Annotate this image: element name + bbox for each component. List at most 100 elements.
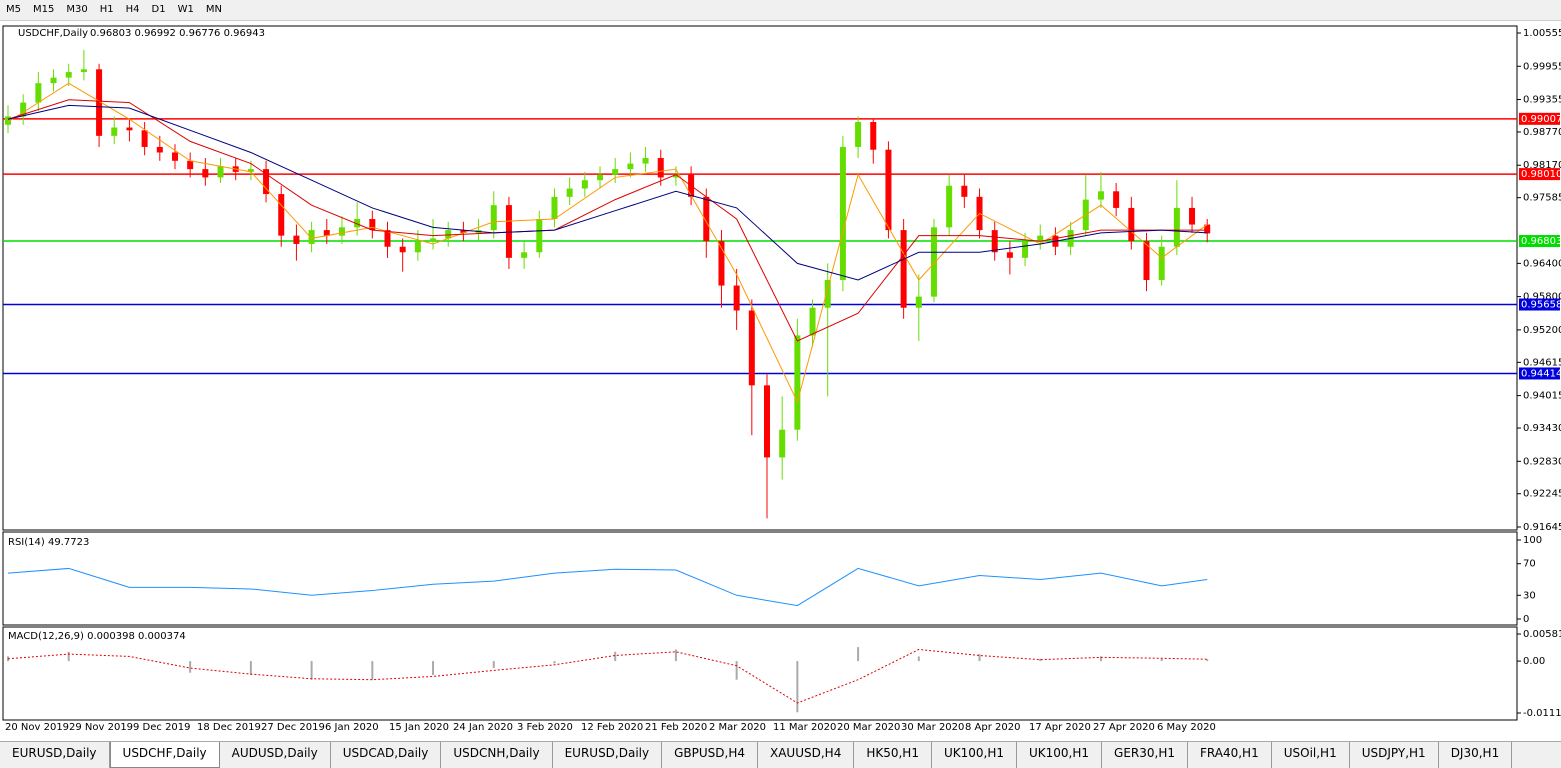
- candle-body: [779, 429, 786, 458]
- candle-body: [1189, 207, 1196, 225]
- x-tick-label: 27 Dec 2019: [261, 722, 325, 733]
- chart: USDCHF,Daily 0.96803 0.96992 0.96776 0.9…: [2, 25, 1561, 733]
- x-tick-label: 27 Apr 2020: [1093, 722, 1155, 733]
- chart-tab[interactable]: USDCHF,Daily: [109, 742, 220, 768]
- candle-body: [1037, 235, 1044, 242]
- candle-body: [20, 102, 27, 117]
- candle-body: [839, 146, 846, 280]
- timeframe-button[interactable]: D1: [151, 4, 166, 15]
- level-label: 0.94414: [1521, 368, 1561, 379]
- y-tick-label: 0.95800: [1523, 292, 1561, 303]
- candle-body: [855, 121, 862, 147]
- x-tick-label: 6 May 2020: [1157, 722, 1216, 733]
- candle-body: [1143, 241, 1150, 280]
- chart-tab[interactable]: GBPUSD,H4: [662, 742, 758, 768]
- y-tick-label: 0.92245: [1523, 489, 1561, 500]
- y-tick-label: 100: [1523, 535, 1542, 546]
- y-tick-label: -0.011154: [1523, 708, 1561, 719]
- y-tick-label: 0.98170: [1523, 160, 1561, 171]
- y-tick-label: 0.00: [1523, 656, 1545, 667]
- candle-body: [414, 241, 421, 253]
- quote: 0.96803 0.96992 0.96776 0.96943: [90, 28, 265, 39]
- candle-body: [354, 219, 361, 228]
- chart-tab[interactable]: USOil,H1: [1272, 742, 1350, 768]
- chart-tab[interactable]: HK50,H1: [854, 742, 932, 768]
- candle-body: [323, 230, 330, 236]
- chart-tab[interactable]: EURUSD,Daily: [0, 742, 110, 768]
- candle-body: [1006, 252, 1013, 258]
- timeframe-toolbar: M5 M15 M30 H1 H4 D1 W1 MN: [0, 0, 1561, 21]
- chart-tab[interactable]: DJ30,H1: [1439, 742, 1513, 768]
- candle-body: [824, 280, 831, 308]
- y-tick-label: 0.005818: [1523, 629, 1561, 640]
- x-tick-label: 24 Jan 2020: [453, 722, 513, 733]
- candle-body: [885, 149, 892, 231]
- level-label: 0.96803: [1521, 236, 1561, 247]
- chart-tab[interactable]: FRA40,H1: [1188, 742, 1272, 768]
- candle-body: [612, 169, 619, 175]
- chart-tab[interactable]: USDCNH,Daily: [441, 742, 553, 768]
- chart-tab[interactable]: GER30,H1: [1102, 742, 1188, 768]
- y-tick-label: 0.96400: [1523, 258, 1561, 269]
- candle-body: [490, 205, 497, 231]
- candle-body: [1022, 241, 1029, 258]
- level-label: 0.98010: [1521, 169, 1561, 180]
- chart-tab[interactable]: AUDUSD,Daily: [220, 742, 331, 768]
- x-tick-label: 9 Dec 2019: [133, 722, 191, 733]
- level-label-box: [1519, 235, 1560, 248]
- candle-body: [991, 230, 998, 253]
- candle-body: [946, 185, 953, 228]
- candle-body: [642, 158, 649, 164]
- candle-body: [961, 185, 968, 197]
- candle-body: [915, 296, 922, 308]
- y-tick-label: 0.99355: [1523, 95, 1561, 106]
- y-tick-label: 0.92830: [1523, 456, 1561, 467]
- candle-body: [65, 72, 72, 78]
- chart-tab[interactable]: USDJPY,H1: [1350, 742, 1439, 768]
- candle-body: [111, 127, 118, 136]
- candle-body: [430, 238, 437, 242]
- chart-tab[interactable]: XAUUSD,H4: [758, 742, 855, 768]
- candle-body: [308, 230, 315, 244]
- candle-body: [551, 196, 558, 220]
- y-tick-label: 0.93430: [1523, 423, 1561, 434]
- x-tick-label: 29 Nov 2019: [69, 722, 133, 733]
- timeframe-button[interactable]: MN: [205, 4, 222, 15]
- chart-tab[interactable]: USDCAD,Daily: [331, 742, 442, 768]
- chart-tab[interactable]: EURUSD,Daily: [553, 742, 663, 768]
- timeframe-button[interactable]: H4: [125, 4, 140, 15]
- timeframe-button[interactable]: M5: [6, 4, 21, 15]
- x-tick-label: 3 Feb 2020: [517, 722, 573, 733]
- rsi-title: RSI(14) 49.7723: [8, 537, 89, 548]
- chart-tabs: EURUSD,Daily USDCHF,Daily AUDUSD,Daily USDC…: [0, 741, 1561, 768]
- chart-tab[interactable]: UK100,H1: [932, 742, 1017, 768]
- timeframe-button[interactable]: H1: [99, 4, 114, 15]
- timeframe-button[interactable]: W1: [177, 4, 194, 15]
- x-tick-label: 20 Nov 2019: [5, 722, 69, 733]
- timeframe-button[interactable]: M15: [33, 4, 55, 15]
- chart-tab[interactable]: UK100,H1: [1017, 742, 1103, 768]
- candle-body: [50, 77, 57, 84]
- candle-body: [460, 230, 467, 233]
- y-tick-label: 70: [1523, 559, 1536, 570]
- candle-body: [384, 230, 391, 247]
- candle-body: [35, 83, 42, 103]
- x-tick-label: 15 Jan 2020: [389, 722, 449, 733]
- candle-body: [733, 285, 740, 311]
- level-label: 0.99007: [1521, 114, 1561, 125]
- x-tick-label: 2 Mar 2020: [709, 722, 766, 733]
- candle-body: [5, 116, 11, 125]
- candle-body: [748, 310, 755, 386]
- timeframe-button[interactable]: M30: [66, 4, 88, 15]
- candle-body: [930, 227, 937, 297]
- candle-body: [764, 385, 770, 458]
- y-tick-label: 0.94015: [1523, 391, 1561, 402]
- candle-body: [247, 169, 254, 172]
- candle-body: [141, 130, 148, 147]
- candle-body: [369, 219, 376, 231]
- candle-body: [80, 69, 87, 73]
- candle-body: [171, 152, 178, 161]
- candle-body: [263, 169, 270, 195]
- x-tick-label: 18 Dec 2019: [197, 722, 261, 733]
